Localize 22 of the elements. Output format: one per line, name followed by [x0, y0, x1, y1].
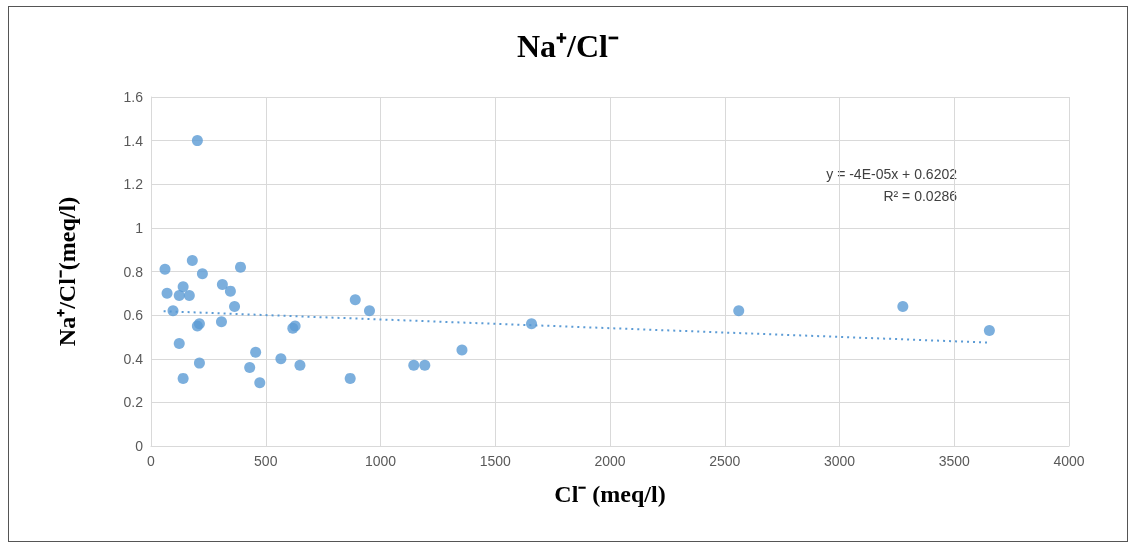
- y-tick-label: 0: [135, 438, 144, 454]
- y-tick-label: 0.2: [123, 394, 144, 411]
- x-tick-label: 2000: [594, 453, 626, 469]
- x-tick-label: 2500: [709, 453, 741, 469]
- y-tick-label: 0.4: [123, 350, 144, 367]
- y-tick-label: 1.4: [123, 132, 144, 149]
- x-tick-label: 500: [254, 453, 278, 469]
- x-tick-label: 0: [147, 453, 156, 469]
- y-tick-label: 1: [135, 219, 144, 236]
- x-tick-label: 1500: [479, 453, 512, 469]
- y-tick-label: 0.6: [123, 307, 144, 324]
- y-tick-label: 0.8: [123, 263, 144, 280]
- x-tick-label: 3000: [823, 453, 856, 469]
- x-tick-label: 3500: [938, 453, 971, 469]
- chart-title: Na⁺/Cl⁻: [517, 28, 619, 64]
- x-tick-label: 1000: [364, 453, 397, 469]
- y-tick-label: 1.2: [123, 176, 144, 193]
- x-tick-label: 4000: [1053, 453, 1085, 469]
- y-axis-title: Na⁺/Cl⁻(meq/l): [54, 196, 80, 347]
- y-tick-label: 1.6: [123, 89, 144, 105]
- annotation: R² = 0.0286: [883, 188, 958, 204]
- x-axis-title: Cl⁻ (meq/l): [554, 481, 666, 507]
